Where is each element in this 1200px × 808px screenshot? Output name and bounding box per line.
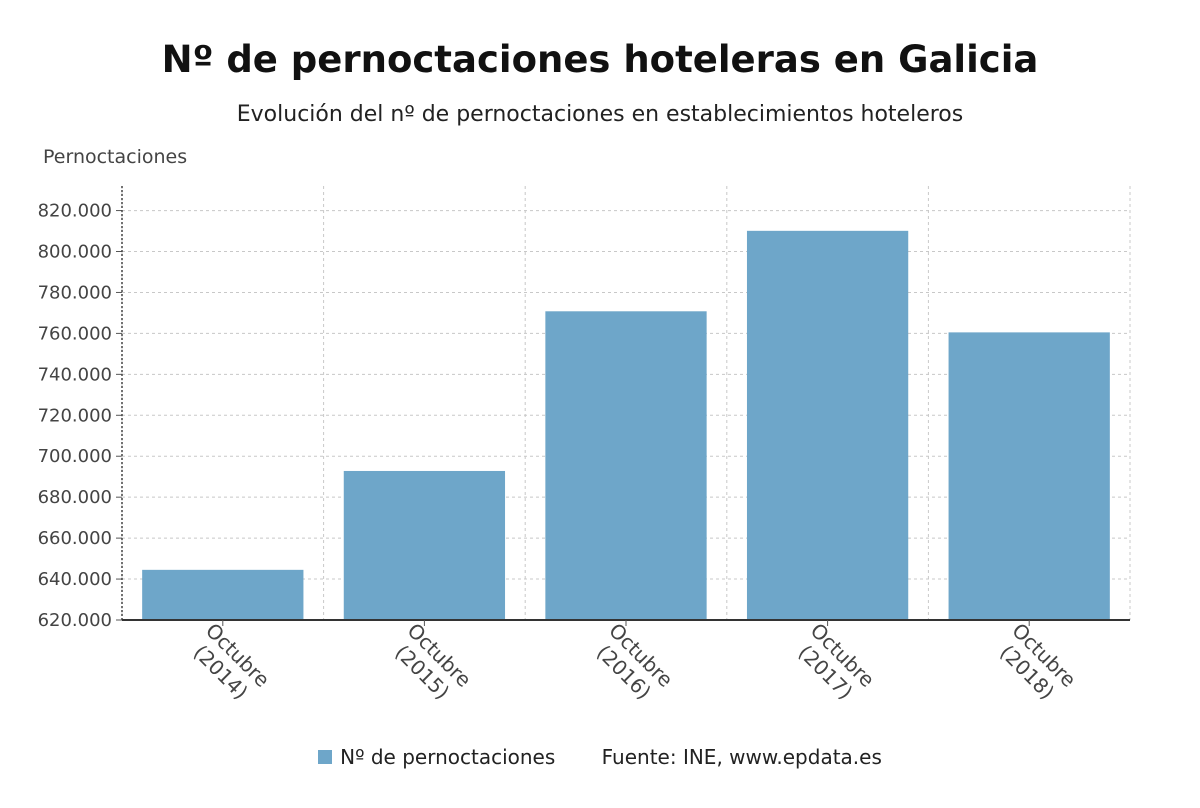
source-note: Fuente: INE, www.epdata.es <box>601 745 882 769</box>
legend-item: Nº de pernoctaciones <box>318 745 555 769</box>
chart-subtitle: Evolución del nº de pernoctaciones en es… <box>236 102 964 127</box>
x-tick-label: Octubre(2014) <box>184 618 275 709</box>
x-tick-label: Octubre(2018) <box>990 618 1081 709</box>
legend-swatch <box>318 750 333 764</box>
y-tick-label: 660.000 <box>38 528 112 549</box>
bar <box>948 332 1110 620</box>
y-tick-label: 780.000 <box>38 282 112 303</box>
legend: Nº de pernoctaciones Fuente: INE, www.ep… <box>0 745 1200 769</box>
chart-title: Nº de pernoctaciones hoteleras en Galici… <box>161 38 1039 81</box>
y-tick-label: 640.000 <box>38 569 112 590</box>
y-tick-label: 820.000 <box>38 201 112 222</box>
y-tick-label: 700.000 <box>38 446 112 467</box>
legend-label: Nº de pernoctaciones <box>340 745 556 769</box>
y-tick-label: 800.000 <box>38 242 112 263</box>
y-axis-label: Pernoctaciones <box>43 146 188 168</box>
x-tick-label: Octubre(2015) <box>386 618 477 709</box>
bar <box>343 470 506 620</box>
y-tick-label: 680.000 <box>38 487 112 508</box>
y-tick-label: 760.000 <box>38 323 112 344</box>
bar <box>545 311 707 620</box>
y-tick-label: 720.000 <box>38 405 112 426</box>
y-tick-label: 620.000 <box>38 610 112 631</box>
x-tick-label: Octubre(2017) <box>789 618 880 709</box>
y-tick-label: 740.000 <box>38 364 112 385</box>
x-tick-label: Octubre(2016) <box>587 618 678 709</box>
bar <box>746 230 909 621</box>
bar <box>142 569 304 620</box>
